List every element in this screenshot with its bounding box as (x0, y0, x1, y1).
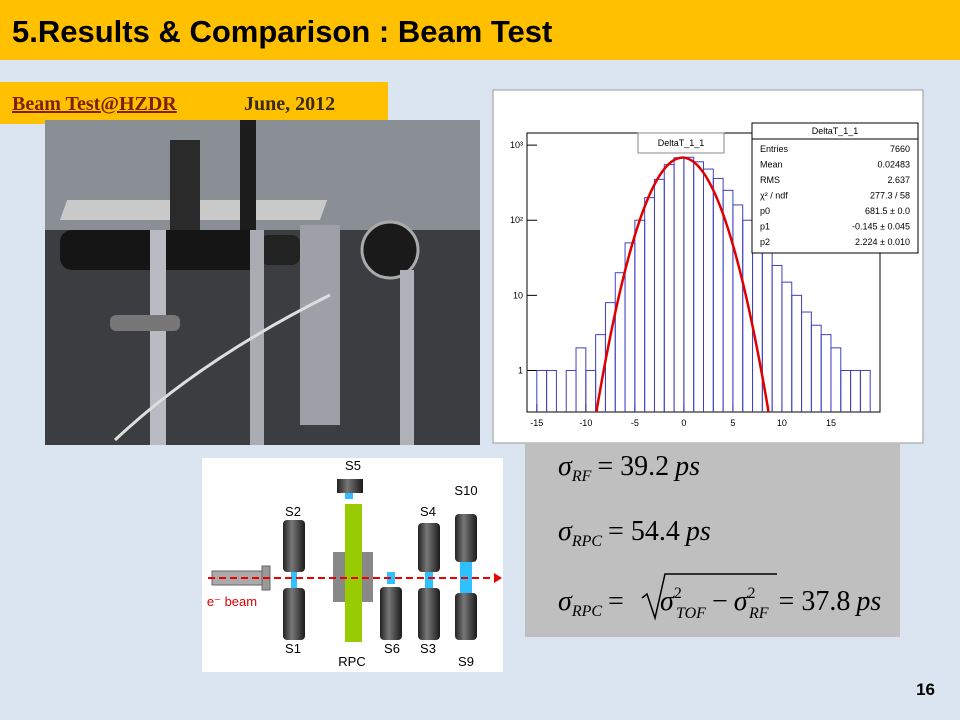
x-tick-label: 15 (826, 418, 836, 428)
diagram-label: S2 (285, 504, 301, 519)
sym: σ (558, 451, 573, 482)
diagram-label: S1 (285, 641, 301, 656)
unit: ps (684, 516, 711, 547)
stat-value: 2.637 (887, 175, 910, 185)
formula-2: σRPC = 54.4 ps (558, 516, 711, 550)
subtitle-link[interactable]: Beam Test@HZDR (12, 93, 177, 115)
val: = 39.2 (597, 451, 669, 482)
diagram-label: S9 (458, 654, 474, 669)
stat-label: p0 (760, 206, 770, 216)
stat-value: 0.02483 (877, 160, 910, 170)
x-tick-label: -5 (631, 418, 639, 428)
stat-label: χ² / ndf (760, 191, 788, 201)
stat-value: 7660 (890, 144, 910, 154)
sym: σ (558, 586, 573, 617)
stat-label: Entries (760, 144, 789, 154)
stats-rows: Entries 7660 Mean 0.02483 RMS 2.637 χ² / ndf 27… (760, 144, 910, 247)
stat-value: 2.224 ± 0.010 (855, 237, 910, 247)
unit: ps (854, 586, 881, 617)
fit-curve (595, 156, 770, 412)
stat-label: p1 (760, 222, 770, 232)
diagram-label: S10 (454, 483, 477, 498)
title-bar (0, 0, 960, 60)
y-tick-label: 1 (518, 365, 523, 375)
val: = 54.4 (608, 516, 680, 547)
sqrt-sign (641, 573, 777, 621)
sym: σ (558, 516, 573, 547)
y-tick-label: 10² (510, 215, 523, 225)
sym: σ (660, 586, 675, 617)
x-tick-label: -15 (530, 418, 543, 428)
diagram-label: S6 (384, 641, 400, 656)
sub: RPC (571, 533, 603, 550)
histogram-bin (859, 369, 871, 412)
formula-3: σRPC = σ2 TOF − σ2 RF = 37.8 ps (558, 585, 881, 622)
slide-title: 5.Results & Comparison : Beam Test (12, 14, 552, 49)
subtitle-box (0, 82, 388, 124)
stat-label: RMS (760, 175, 780, 185)
x-tick-label: 10 (777, 418, 787, 428)
page-number: 16 (916, 680, 935, 699)
histogram-bin (546, 369, 557, 412)
plot-title: DeltaT_1_1 (658, 138, 705, 148)
eq: = (608, 586, 624, 617)
stat-label: Mean (760, 160, 783, 170)
stats-title: DeltaT_1_1 (812, 126, 859, 136)
stat-label: p2 (760, 237, 770, 247)
diagram-label: RPC (338, 654, 365, 669)
sub: TOF (676, 605, 706, 622)
diagram-labels: S5 S2 S4 S10 e⁻ beam S1 RPC S6 S3 S9 (207, 458, 478, 669)
stat-value: 681.5 ± 0.0 (865, 206, 910, 216)
stat-value: -0.145 ± 0.045 (852, 222, 910, 232)
plot-layer: -15 -10 -5 0 5 10 15 1 10 10² 10³ (510, 140, 871, 428)
diagram-label: S5 (345, 458, 361, 473)
formula-box (525, 443, 900, 637)
diagram-label: S3 (420, 641, 436, 656)
x-tick-label: 5 (730, 418, 735, 428)
x-tick-label: -10 (579, 418, 592, 428)
plot-title-box (637, 132, 725, 154)
sub: RPC (571, 603, 603, 620)
y-tick-label: 10 (513, 290, 523, 300)
y-tick-label: 10³ (510, 140, 523, 150)
histogram (536, 156, 871, 412)
stats-box (751, 122, 919, 254)
sup: 2 (674, 585, 682, 602)
sub: RF (748, 605, 769, 622)
subtitle-date: June, 2012 (244, 93, 335, 115)
photo (45, 120, 480, 445)
setup-diagram (202, 458, 503, 672)
sub: RF (571, 468, 592, 485)
diagram-label: S4 (420, 504, 436, 519)
val: = 37.8 (779, 586, 851, 617)
sup: 2 (748, 585, 756, 602)
unit: ps (673, 451, 700, 482)
stat-value: 277.3 / 58 (870, 191, 910, 201)
diagram-label: e⁻ beam (207, 594, 257, 609)
sym: σ (734, 586, 749, 617)
minus: − (712, 586, 728, 617)
formula-1: σRF = 39.2 ps (558, 451, 700, 485)
x-tick-label: 0 (681, 418, 686, 428)
